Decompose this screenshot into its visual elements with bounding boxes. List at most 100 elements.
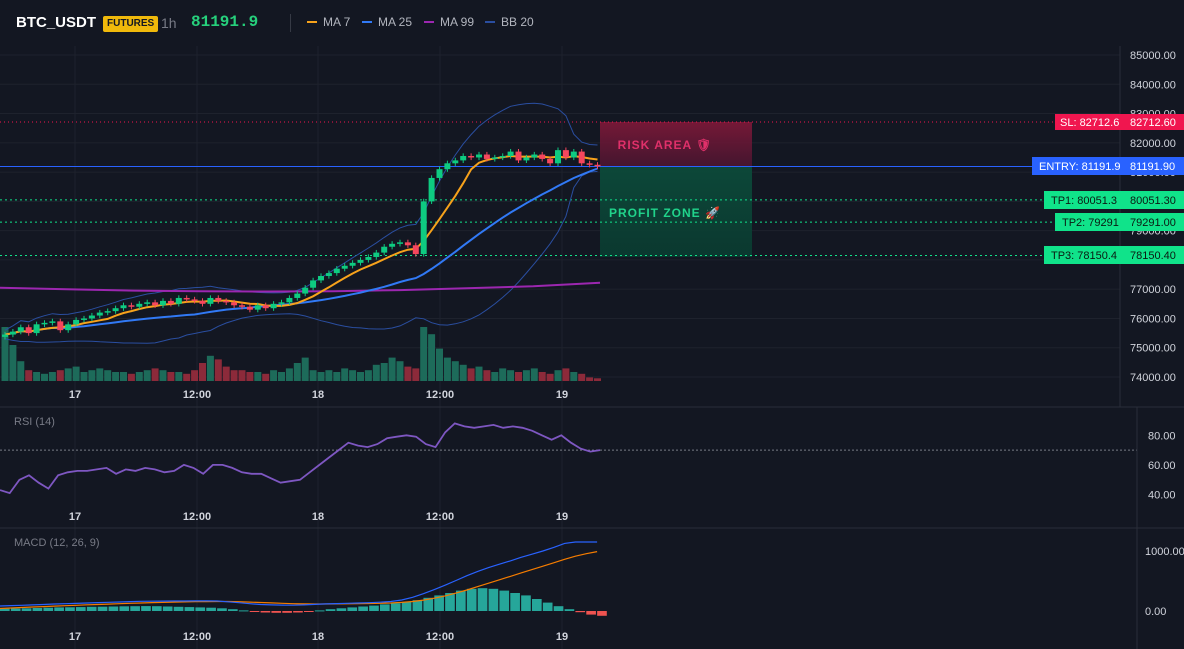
- candle-body: [96, 312, 103, 316]
- macd-hist-bar: [162, 606, 173, 611]
- candle-body: [373, 252, 380, 257]
- candle-body: [73, 319, 80, 325]
- macd-hist-bar: [369, 605, 379, 611]
- volume-bar: [396, 361, 404, 381]
- candle-body: [452, 160, 459, 164]
- macd-hist-bar: [184, 607, 195, 611]
- time-tick-label: 18: [312, 631, 324, 643]
- volume-bar: [48, 372, 56, 381]
- macd-hist-bar: [456, 590, 466, 611]
- candle-body: [215, 297, 222, 301]
- macd-hist-bar: [586, 611, 596, 615]
- candle-body: [460, 155, 467, 161]
- candle-body: [357, 259, 364, 263]
- tp2-value-bg: [1124, 213, 1184, 231]
- volume-bar: [167, 372, 175, 381]
- macd-hist-bar: [532, 599, 542, 611]
- timeframe-label[interactable]: 1h: [161, 15, 177, 31]
- macd-hist-bar: [173, 606, 184, 611]
- volume-bar: [41, 373, 48, 381]
- candle-body: [444, 163, 451, 170]
- time-tick-label: 19: [556, 631, 568, 643]
- candle-body: [246, 306, 253, 310]
- volume-bar: [135, 372, 143, 381]
- volume-bar: [270, 370, 278, 381]
- volume-bar: [222, 366, 230, 381]
- sl-tag[interactable]: SL: 82712.6 82712.60: [1055, 114, 1184, 130]
- sl-value-bg: [1124, 114, 1184, 130]
- volume-bar: [104, 370, 112, 381]
- volume-bar: [341, 368, 349, 381]
- candle-body: [136, 303, 143, 307]
- rsi-tick-label: 80.00: [1148, 430, 1176, 442]
- tp1-tag[interactable]: TP1: 80051.3 80051.30: [1044, 191, 1184, 209]
- volume-bar: [428, 334, 436, 381]
- volume-bar: [278, 372, 285, 381]
- candle-body: [294, 293, 301, 298]
- tp2-tag[interactable]: TP2: 79291 79291.00: [1055, 213, 1184, 231]
- profit-zone[interactable]: [600, 167, 752, 257]
- volume-bar: [325, 370, 333, 381]
- volume-bar: [483, 370, 491, 381]
- volume-bar: [72, 366, 80, 381]
- macd-hist-bar: [195, 607, 206, 611]
- volume-bar: [443, 357, 451, 381]
- volume-bar: [349, 370, 357, 381]
- entry-tag[interactable]: ENTRY: 81191.9 81191.90: [1032, 157, 1184, 175]
- sl-tag-bg: [1055, 114, 1128, 130]
- tp2-tag-bg: [1055, 213, 1126, 231]
- candle-body: [191, 299, 198, 301]
- header-divider: [290, 14, 291, 32]
- time-tick-label: 12:00: [183, 389, 211, 401]
- macd-hist-bar: [510, 593, 520, 611]
- candle-body: [167, 300, 174, 304]
- macd-hist-bar: [76, 607, 86, 611]
- volume-bar: [333, 372, 341, 381]
- tp2-tag-label: TP2: 79291: [1062, 217, 1119, 229]
- volume-bar: [25, 370, 33, 381]
- candle-body: [128, 305, 135, 307]
- legend-bb20[interactable]: BB 20: [485, 15, 534, 29]
- legend-ma7[interactable]: MA 7: [307, 15, 350, 29]
- candle-body: [175, 297, 182, 304]
- candle-body: [81, 318, 87, 320]
- candle-body: [152, 302, 159, 306]
- candle-body: [547, 158, 554, 164]
- candle-body: [468, 155, 475, 158]
- volume-bar: [33, 372, 41, 381]
- candle-body: [310, 280, 317, 288]
- macd-hist-bar: [477, 588, 488, 611]
- candle-body: [286, 297, 293, 303]
- time-tick-label: 17: [69, 511, 81, 523]
- time-tick-label: 12:00: [426, 511, 454, 523]
- candle-body: [65, 324, 72, 331]
- candle-body: [476, 154, 482, 158]
- candle-body: [231, 302, 238, 306]
- volume-bar: [301, 357, 309, 381]
- macd-hist-bar: [575, 611, 586, 613]
- tp3-tag[interactable]: TP3: 78150.4 78150.40: [1044, 246, 1184, 264]
- legend-ma99[interactable]: MA 99: [424, 15, 474, 29]
- macd-hist-bar: [358, 606, 368, 611]
- volume-bar: [499, 368, 507, 381]
- macd-hist-bar: [325, 609, 336, 611]
- legend-swatch: [485, 21, 495, 23]
- macd-hist-bar: [304, 611, 314, 612]
- volume-bar: [309, 370, 317, 381]
- legend-ma25[interactable]: MA 25: [362, 15, 412, 29]
- candle-body: [2, 334, 8, 337]
- candle-body: [57, 321, 64, 331]
- macd-hist-bar: [260, 611, 271, 613]
- risk-zone-label: RISK AREA 🛡: [618, 138, 713, 152]
- tp3-tag-bg: [1044, 246, 1126, 264]
- volume-bar: [412, 368, 420, 381]
- candle-body: [539, 154, 546, 159]
- tp1-value-bg: [1124, 191, 1184, 209]
- volume-bar: [515, 372, 522, 381]
- time-tick-label: 12:00: [426, 389, 454, 401]
- risk-zone[interactable]: [600, 122, 752, 167]
- time-tick-label: 19: [556, 511, 568, 523]
- candle-body: [199, 300, 206, 304]
- symbol-label[interactable]: BTC_USDT: [16, 14, 97, 31]
